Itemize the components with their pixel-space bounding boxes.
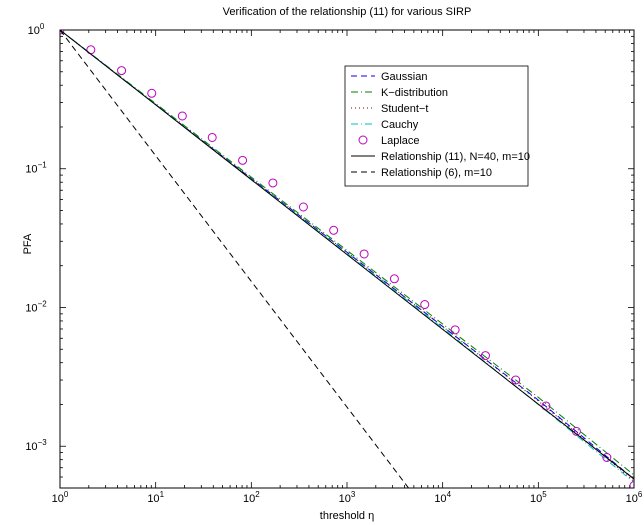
series-line-relationship-11-n-40-m-10 [60, 30, 634, 480]
x-tick-label: 105 [530, 490, 547, 505]
legend-box [344, 65, 529, 187]
series-point-laplace [420, 300, 430, 310]
plot-data [60, 30, 634, 488]
legend-label: K−distribution [381, 87, 448, 99]
series-point-laplace [629, 481, 634, 488]
legend-label: Relationship (11), N=40, m=10 [381, 151, 530, 163]
legend-label: Student−t [381, 103, 428, 115]
x-tick-label: 101 [147, 490, 164, 505]
series-line-k-distribution [60, 30, 634, 476]
x-tick-label: 100 [52, 490, 69, 505]
x-tick-label: 106 [626, 490, 643, 505]
legend-label: Gaussian [381, 71, 427, 83]
x-tick-label: 103 [339, 490, 356, 505]
series-point-laplace [177, 111, 187, 121]
y-tick-label: 10−1 [25, 161, 47, 176]
series-point-laplace [298, 202, 308, 212]
series-point-laplace [238, 155, 248, 165]
series-point-laplace [268, 178, 278, 188]
y-tick-label: 10−2 [25, 299, 47, 314]
y-axis-label: PFA [22, 233, 34, 255]
x-axis-label: threshold η [319, 510, 375, 522]
series-point-laplace [207, 132, 217, 142]
legend-swatch-marker [358, 135, 368, 145]
legend-label: Laplace [381, 135, 420, 147]
x-tick-label: 102 [243, 490, 260, 505]
series-point-laplace [602, 452, 612, 462]
series-point-laplace [389, 274, 399, 284]
legend-label: Cauchy [381, 119, 419, 131]
series-point-laplace [329, 225, 339, 235]
series-point-laplace [117, 66, 127, 76]
x-tick-label: 104 [434, 490, 451, 505]
series-point-laplace [359, 249, 369, 259]
series-line-relationship-6-m-10 [60, 30, 409, 488]
series-point-laplace [450, 325, 460, 335]
series-point-laplace [147, 88, 157, 98]
y-tick-label: 10−3 [25, 438, 47, 453]
chart-title: Verification of the relationship (11) fo… [222, 6, 472, 18]
y-tick-label: 100 [28, 22, 45, 37]
legend-label: Relationship (6), m=10 [381, 167, 492, 179]
series-point-laplace [480, 351, 490, 361]
series-point-laplace [511, 375, 521, 385]
